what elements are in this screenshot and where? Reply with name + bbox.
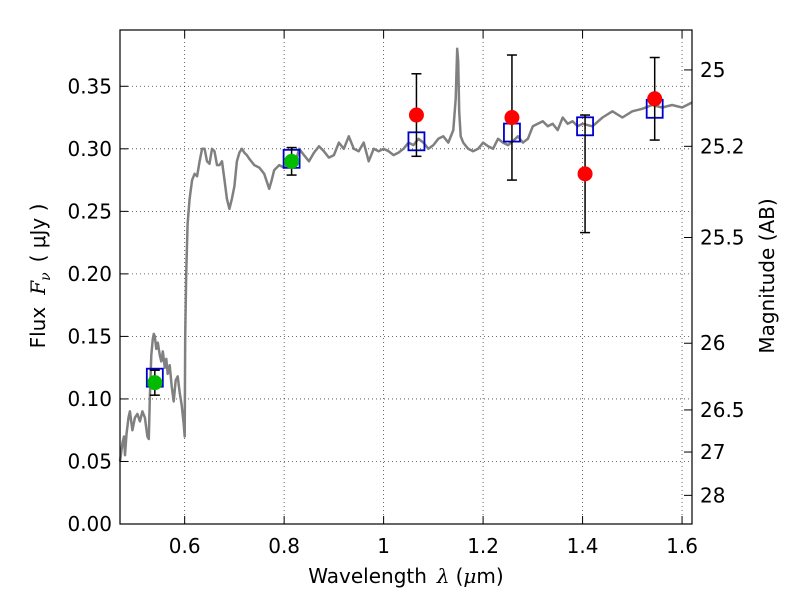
- nir-point: [577, 166, 593, 182]
- y-tick-label: 0.30: [67, 137, 112, 161]
- x-tick-label: 1.2: [467, 534, 499, 558]
- plot-frame: [119, 29, 693, 525]
- y-tick-label: 0.35: [67, 74, 112, 98]
- y-tick-label: 0.05: [67, 449, 112, 473]
- y-tick-label: 0.20: [67, 262, 112, 286]
- magnitude-tick-label: 25.2: [700, 134, 745, 158]
- nir-point: [647, 91, 663, 107]
- y-tick-label: 0.10: [67, 387, 112, 411]
- magnitude-axis-label: Magnitude (AB): [755, 198, 779, 353]
- nir-point: [504, 110, 520, 126]
- x-tick-label: 0.6: [169, 534, 201, 558]
- magnitude-tick-label: 26.5: [700, 398, 745, 422]
- x-axis-label: Wavelength λ (μm): [308, 564, 503, 588]
- magnitude-tick-label: 27: [700, 440, 725, 464]
- x-tick-label: 1: [377, 534, 390, 558]
- magnitude-tick-label: 26: [700, 331, 725, 355]
- nir-point: [408, 107, 424, 123]
- magnitude-tick-label: 25.5: [700, 225, 745, 249]
- x-tick-label: 1.4: [567, 534, 599, 558]
- template-spectrum-line: [118, 47, 693, 462]
- optical-point: [284, 153, 300, 169]
- magnitude-tick-label: 28: [700, 483, 725, 507]
- x-tick-label: 0.8: [268, 534, 300, 558]
- optical-point: [147, 375, 163, 391]
- template-layer: [118, 47, 693, 462]
- y-tick-label: 0.15: [67, 324, 112, 348]
- grid-layer: [120, 30, 692, 525]
- y-axis-label: FluxFν( μJy ): [26, 204, 54, 349]
- y-tick-label: 0.00: [67, 512, 112, 536]
- y-tick-label: 0.25: [67, 199, 112, 223]
- ticks-layer: 0.6 0.8 1 1.2 1.4 1.6 0.00 0.05 0.10 0.15 0.20 0.25…: [67, 30, 745, 558]
- x-tick-label: 1.6: [666, 534, 698, 558]
- markers-layer: [145, 54, 664, 396]
- magnitude-tick-label: 25: [700, 58, 725, 82]
